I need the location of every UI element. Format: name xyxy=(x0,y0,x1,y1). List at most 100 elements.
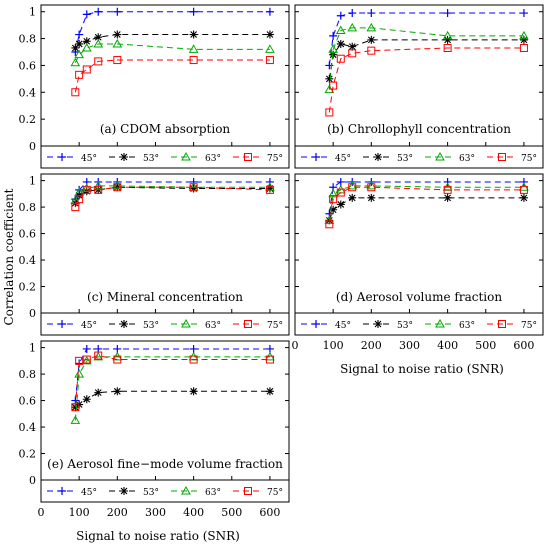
legend-label: 63° xyxy=(205,321,221,331)
y-tick-label: 0.2 xyxy=(19,281,37,294)
data-point xyxy=(94,388,103,397)
y-tick-label: 0.6 xyxy=(19,59,37,72)
data-point xyxy=(94,185,103,194)
panel-title: (e) Aerosol fine−mode volume fraction xyxy=(47,457,283,471)
series-line xyxy=(74,356,270,421)
data-point xyxy=(189,355,198,364)
data-point xyxy=(75,70,84,79)
y-axis-label: Correlation coefficient xyxy=(2,188,16,325)
y-tick-label: 1 xyxy=(29,6,36,19)
x-tick-label: 400 xyxy=(183,506,204,519)
legend-label: 63° xyxy=(205,488,221,498)
x-tick-label: 500 xyxy=(221,506,242,519)
series-line xyxy=(74,186,270,204)
x-tick-label: 300 xyxy=(399,339,420,352)
data-point xyxy=(367,46,376,55)
data-point xyxy=(94,351,103,360)
data-point xyxy=(329,195,338,204)
data-point xyxy=(189,30,198,39)
series-line xyxy=(328,197,524,221)
legend-label: 45° xyxy=(335,154,351,164)
data-point xyxy=(336,200,345,209)
data-point xyxy=(75,30,84,39)
legend-label: 75° xyxy=(267,488,283,498)
x-axis-label-right: Signal to noise ratio (SNR) xyxy=(340,362,504,376)
data-point xyxy=(71,403,80,412)
data-point xyxy=(519,43,528,52)
data-point xyxy=(443,185,452,194)
legend-marker xyxy=(312,153,320,161)
panel-title: (c) Mineral concentration xyxy=(87,290,243,304)
data-point xyxy=(70,57,81,67)
legend-label: 63° xyxy=(459,321,475,331)
data-point xyxy=(112,180,123,190)
series-line xyxy=(74,185,270,201)
data-point xyxy=(75,39,84,48)
legend-label: 53° xyxy=(397,321,413,331)
data-point xyxy=(328,188,339,198)
series-line xyxy=(74,355,270,408)
data-point xyxy=(189,56,198,65)
legend-label: 63° xyxy=(459,154,475,164)
data-point xyxy=(113,387,122,396)
data-point xyxy=(329,205,338,214)
y-tick-label: 0.2 xyxy=(19,448,37,461)
series-line xyxy=(75,390,270,408)
series-line xyxy=(328,47,524,113)
x-tick-label: 600 xyxy=(259,506,280,519)
data-point xyxy=(336,188,345,197)
y-tick-label: 0.8 xyxy=(19,201,37,214)
legend-marker xyxy=(244,153,252,161)
data-point xyxy=(519,193,528,202)
data-point xyxy=(265,185,274,194)
axes-frame xyxy=(40,4,290,147)
data-point xyxy=(328,44,339,53)
data-point xyxy=(75,356,84,365)
data-point xyxy=(82,355,91,364)
data-point xyxy=(93,38,104,48)
data-point xyxy=(325,108,334,117)
x-tick-label: 400 xyxy=(437,339,458,352)
legend-marker xyxy=(181,485,191,495)
data-point xyxy=(74,49,85,59)
legend-marker xyxy=(374,320,382,328)
legend-label: 45° xyxy=(81,488,97,498)
data-point xyxy=(348,49,357,58)
data-point xyxy=(329,50,338,59)
legend-marker xyxy=(58,320,66,328)
series-line xyxy=(328,186,524,225)
data-point xyxy=(82,10,91,19)
data-point xyxy=(367,183,376,192)
data-point xyxy=(82,344,91,353)
y-tick-label: 0.2 xyxy=(19,113,37,126)
y-tick-label: 0.4 xyxy=(19,421,37,434)
data-point xyxy=(94,57,103,66)
legend-marker xyxy=(120,320,128,328)
panel-title: (d) Aerosol volume fraction xyxy=(336,290,502,304)
legend-label: 45° xyxy=(81,154,97,164)
x-tick-label: 500 xyxy=(475,339,496,352)
series-line xyxy=(74,11,270,53)
data-point xyxy=(71,203,80,212)
data-point xyxy=(329,31,338,40)
panel-a: 0 0.2 0.4 0.6 0.8 1 (a) CDOM absorption 45° 53° 6… xyxy=(19,4,290,169)
axes-frame xyxy=(294,173,544,314)
series-line xyxy=(74,59,270,93)
legend-marker xyxy=(120,153,128,161)
x-tick-label: 100 xyxy=(323,339,344,352)
legend-label: 75° xyxy=(267,321,283,331)
x-tick-label: 300 xyxy=(145,506,166,519)
data-point xyxy=(366,22,377,32)
data-point xyxy=(265,7,274,16)
panel-b: (b) Chrollophyll concentration 45° 53° 63° 7… xyxy=(294,4,544,169)
data-point xyxy=(82,395,91,404)
x-axis-label-left: Signal to noise ratio (SNR) xyxy=(76,529,240,543)
x-tick-label: 0 xyxy=(292,339,299,352)
panel-d: 0 100 200 300 400 500 600 (d) Aerosol volume fr… xyxy=(292,173,544,352)
data-point xyxy=(336,39,345,48)
data-point xyxy=(93,180,104,190)
y-tick-label: 0 xyxy=(29,307,36,320)
data-point xyxy=(519,185,528,194)
data-point xyxy=(189,344,198,353)
